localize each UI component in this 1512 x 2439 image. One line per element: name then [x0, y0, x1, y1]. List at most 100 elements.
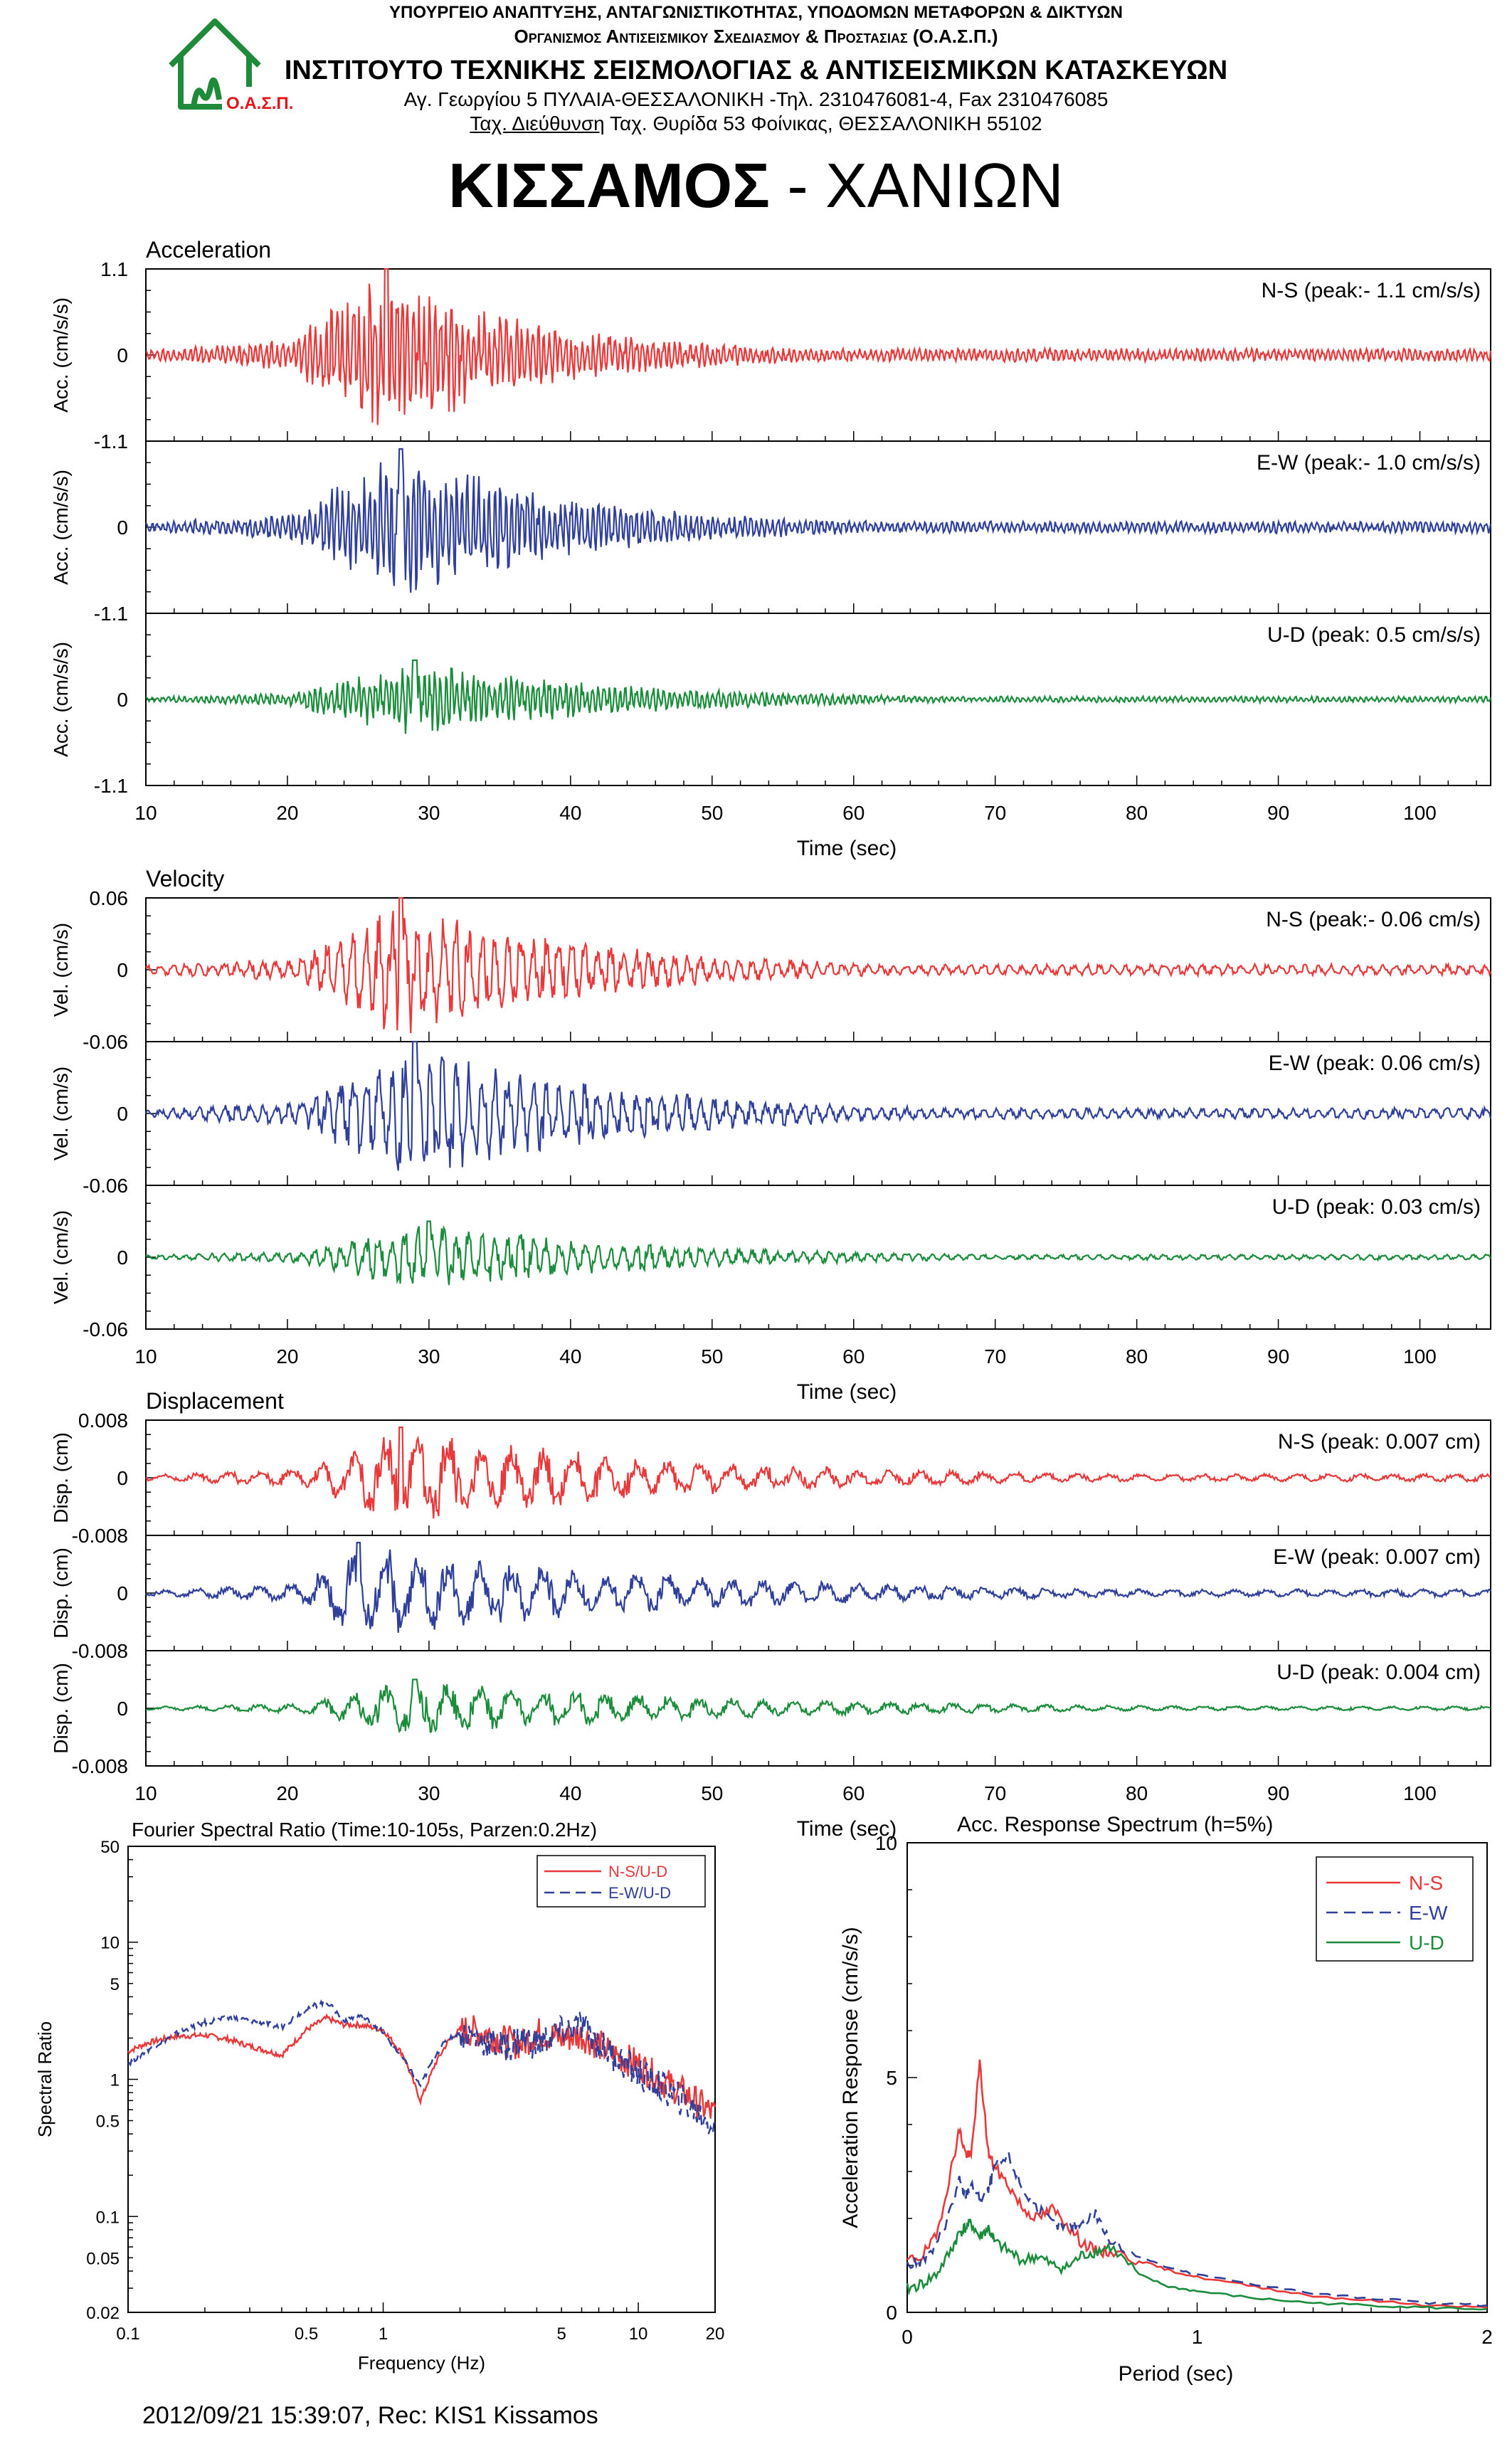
x-tick-label: 30: [418, 1345, 440, 1367]
postal-address: Ταχ. Θυρίδα 53 Φοίνικας, ΘΕΣΣΑΛΟΝΙΚΗ 551…: [604, 112, 1042, 134]
y-tick-label: 0.008: [78, 1409, 128, 1432]
chart-title: Acceleration: [146, 237, 271, 263]
x-tick-label: 100: [1403, 1782, 1437, 1804]
y-axis-label: Disp. (cm): [50, 1547, 72, 1639]
postal-label: Ταχ. Διεύθυνση: [470, 112, 605, 134]
waveform-ew: [145, 448, 1492, 593]
legend: [1316, 1856, 1474, 1962]
y-tick-label: 50: [100, 1838, 120, 1857]
record-footer: 2012/09/21 15:39:07, Rec: KIS1 Kissamos: [142, 2402, 598, 2429]
x-tick-label: 10: [134, 1782, 157, 1804]
channel-label: U-D (peak: 0.5 cm/s/s): [1267, 623, 1481, 647]
x-tick-label: 10: [134, 802, 157, 824]
x-tick-label: 80: [1126, 802, 1148, 824]
y-tick-label: 1.1: [100, 258, 128, 280]
x-tick-label: 10: [629, 2324, 648, 2344]
chart-velocity: Velocity 0.06 0 -0.06 Vel. (cm/s) N-S (peak:-…: [50, 866, 1492, 1404]
y-axis-label: Acc. (cm/s/s): [50, 297, 72, 413]
legend-label: N-S/U-D: [608, 1863, 667, 1880]
y-tick-label: -0.008: [72, 1525, 128, 1547]
y-axis-label: Vel. (cm/s): [50, 923, 72, 1017]
channel-label: E-W (peak: 0.06 cm/s): [1269, 1052, 1481, 1075]
y-tick-label: 0: [117, 689, 128, 711]
y-axis-label: Disp. (cm): [50, 1432, 72, 1523]
page-title: ΚΙΣΣΑΜΟΣ - ΧΑΝΙΩΝ: [0, 149, 1512, 222]
series-nsud: [127, 2013, 717, 2119]
header: Ο.Α.Σ.Π. ΥΠΟΥΡΓΕΙΟ ΑΝΑΠΤΥΞΗΣ, ΑΝΤΑΓΩΝΙΣΤ…: [0, 0, 1512, 142]
x-axis-label: Time (sec): [797, 1817, 897, 1841]
y-tick-label: 0.06: [90, 887, 129, 909]
x-tick-label: 90: [1267, 1782, 1289, 1804]
y-axis-label: Acc. (cm/s/s): [50, 470, 72, 585]
y-axis-label: Spectral Ratio: [34, 2021, 55, 2137]
chart-title: Fourier Spectral Ratio (Time:10-105s, Pa…: [132, 1819, 597, 1841]
channel-label: E-W (peak: 0.007 cm): [1273, 1545, 1481, 1569]
x-tick-label: 90: [1267, 802, 1289, 824]
legend-label: E-W/U-D: [608, 1884, 671, 1902]
x-tick-label: 60: [842, 1345, 865, 1367]
x-tick-label: 80: [1126, 1782, 1148, 1804]
x-tick-label: 60: [842, 802, 865, 824]
x-tick-label: 70: [984, 802, 1006, 824]
waveform-ew: [144, 1040, 1492, 1171]
x-axis-label: Period (sec): [1119, 2362, 1234, 2386]
chart-acceleration: Acceleration 1.1 0 -1.1 Acc. (cm/s/s) N-S (pe…: [50, 237, 1492, 860]
legend-label: E-W: [1409, 1902, 1448, 1924]
x-tick-label: 1: [379, 2324, 388, 2344]
x-tick-label: 0.1: [116, 2324, 139, 2344]
waveform-ud: [145, 659, 1492, 734]
y-tick-label: 5: [886, 2067, 897, 2089]
x-tick-label: 20: [706, 2324, 725, 2344]
x-axis-label: Frequency (Hz): [358, 2352, 485, 2374]
postal-line: Ταχ. Διεύθυνση Ταχ. Θυρίδα 53 Φοίνικας, …: [0, 112, 1512, 135]
x-tick-label: 70: [984, 1782, 1006, 1804]
x-tick-label: 0.5: [295, 2324, 318, 2344]
y-axis-label: Disp. (cm): [50, 1663, 72, 1754]
y-axis-label: Vel. (cm/s): [50, 1210, 72, 1304]
address-line: Αγ. Γεωργίου 5 ΠΥΛΑΙΑ-ΘΕΣΣΑΛΟΝΙΚΗ -Τηλ. …: [403, 88, 1109, 110]
chart-fourier-ratio: Fourier Spectral Ratio (Time:10-105s, Pa…: [34, 1819, 724, 2374]
y-tick-label: 0: [117, 1247, 128, 1269]
x-tick-label: 1: [1192, 2326, 1203, 2348]
x-tick-label: 40: [559, 802, 581, 824]
y-tick-label: -1.1: [94, 775, 128, 797]
series-ew: [906, 2149, 1488, 2307]
oasp-logo: [165, 16, 307, 122]
y-tick-label: 0.1: [96, 2208, 120, 2227]
channel-label: N-S (peak: 0.007 cm): [1278, 1430, 1481, 1454]
legend: [536, 1855, 706, 1908]
y-tick-label: 0: [117, 1103, 128, 1125]
x-tick-label: 10: [134, 1345, 157, 1367]
x-tick-label: 100: [1403, 1345, 1437, 1367]
x-axis-label: Time (sec): [797, 1380, 897, 1404]
chart-response-spectrum: Acc. Response Spectrum (h=5%) 0 1 2 10 5 0 Peri…: [839, 1813, 1493, 2386]
waveform-ns: [145, 896, 1492, 1034]
x-tick-label: 80: [1126, 1345, 1148, 1367]
channel-label: U-D (peak: 0.03 cm/s): [1272, 1195, 1481, 1219]
title-rest: - ΧΑΝΙΩΝ: [769, 150, 1064, 221]
chart-title: Acc. Response Spectrum (h=5%): [957, 1813, 1273, 1836]
y-tick-label: 10: [875, 1832, 897, 1854]
x-tick-label: 60: [842, 1782, 865, 1804]
y-tick-label: -0.008: [72, 1755, 128, 1777]
channel-label: N-S (peak:- 0.06 cm/s): [1266, 908, 1481, 931]
y-tick-label: -0.008: [72, 1640, 128, 1662]
y-tick-label: 5: [110, 1975, 120, 1994]
y-tick-label: 0: [117, 1582, 128, 1604]
x-axis-label: Time (sec): [797, 837, 897, 860]
series-ud: [906, 2218, 1488, 2311]
plot-frame: [127, 1846, 716, 2313]
y-tick-label: 0: [117, 1698, 128, 1720]
x-tick-label: 100: [1403, 802, 1437, 824]
x-tick-label: 5: [556, 2324, 566, 2344]
chart-title: Displacement: [146, 1388, 284, 1414]
y-tick-label: 0: [117, 1467, 128, 1489]
y-tick-label: 0.5: [96, 2112, 120, 2132]
x-tick-label: 20: [276, 1345, 298, 1367]
series-ewud: [127, 1997, 716, 2135]
y-tick-label: 0: [886, 2302, 897, 2324]
logo-text: Ο.Α.Σ.Π.: [226, 94, 294, 113]
chart-title: Velocity: [146, 866, 224, 892]
